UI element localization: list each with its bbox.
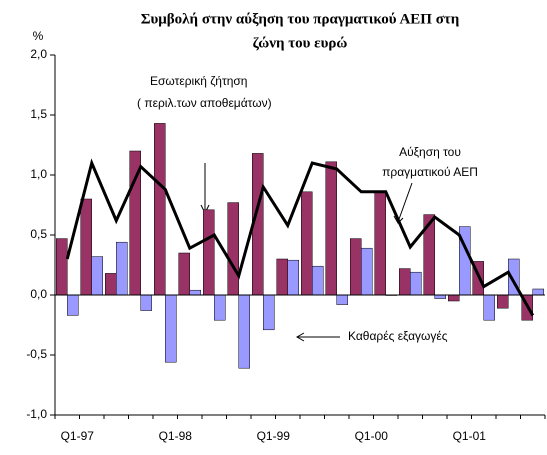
bar [238, 294, 250, 369]
bar [410, 271, 422, 296]
bar [361, 247, 373, 296]
annotation: πραγματικού ΑΕΠ [382, 165, 478, 179]
bar [227, 202, 239, 296]
arrows [200, 163, 413, 342]
bar [67, 294, 79, 316]
bar [287, 259, 299, 296]
y-tick-label: -1,0 [26, 407, 47, 421]
annotation: Καθαρές εξαγωγές [348, 329, 448, 343]
bar [140, 294, 152, 311]
x-tick-label: Q1-97 [61, 429, 95, 443]
bar [434, 294, 446, 299]
bar [116, 241, 128, 296]
y-tick-label: 0,5 [30, 227, 47, 241]
line [65, 158, 535, 317]
chart-title: Συμβολή στην αύξηση του πραγματικού ΑΕΠ … [141, 11, 460, 27]
y-tick-label: 2,0 [30, 47, 47, 61]
annotation: Αύξηση του [399, 145, 461, 159]
bar [497, 294, 509, 309]
y-axis-label: % [33, 29, 44, 43]
bar [214, 294, 226, 321]
y-tick-label: 1,0 [30, 167, 47, 181]
bar [399, 268, 411, 296]
bar [276, 258, 288, 296]
y-tick-label: 1,5 [30, 107, 47, 121]
bar [80, 198, 92, 296]
bar [154, 123, 166, 296]
x-tick-label: Q1-98 [159, 429, 193, 443]
bar [336, 294, 348, 305]
bar [350, 238, 362, 296]
bar [105, 273, 117, 296]
x-tick-label: Q1-01 [453, 429, 487, 443]
chart-title: ζώνη του ευρώ [253, 35, 348, 51]
bar [189, 289, 201, 296]
bar [56, 238, 68, 296]
bar [178, 252, 190, 296]
bar [448, 294, 460, 302]
bar [325, 161, 337, 296]
annotation: Εσωτερική ζήτηση [150, 74, 247, 88]
x-tick-label: Q1-00 [355, 429, 389, 443]
bar [165, 294, 177, 363]
y-tick-label: 0,0 [30, 287, 47, 301]
bar [483, 294, 495, 321]
bar [312, 265, 324, 296]
bar [203, 209, 215, 296]
bar [301, 191, 313, 296]
bar [263, 294, 275, 331]
bar [374, 191, 386, 296]
bar [91, 256, 103, 296]
annotation: ( περιλ.των αποθεμάτων) [137, 96, 272, 110]
x-tick-label: Q1-99 [257, 429, 291, 443]
y-tick-label: -0,5 [26, 347, 47, 361]
bar [532, 288, 544, 296]
